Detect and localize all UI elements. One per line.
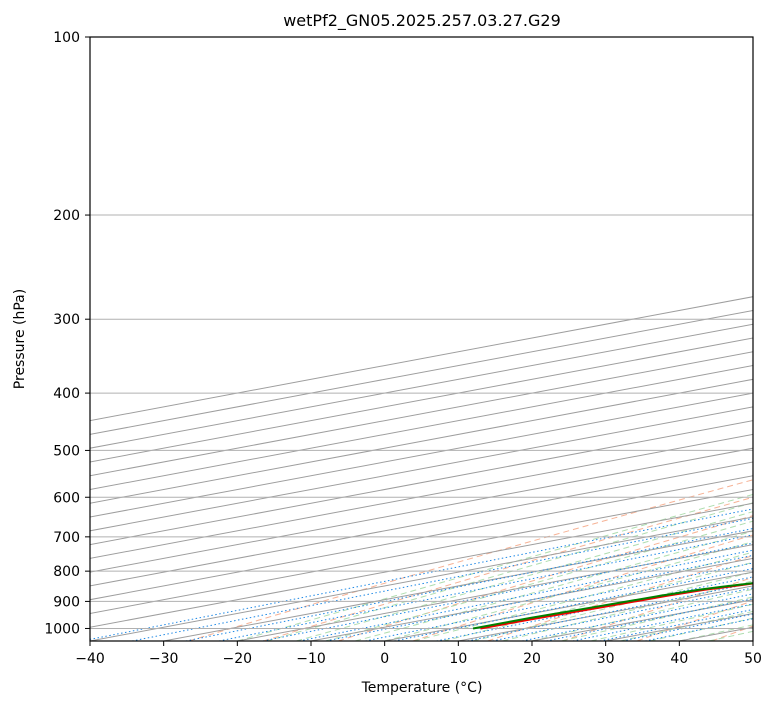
dry-adiabat-line [338,515,753,641]
mixing-ratio-line [299,549,753,641]
mixing-ratio-line [90,508,753,640]
y-tick-label: 400 [53,386,80,402]
isotherm-line [90,296,753,422]
x-tick-label: −20 [223,651,253,667]
y-tick-label: 700 [53,530,80,546]
axes: −40 −30 −20 −10 0 10 20 30 40 50 100 200 300 400 500 60… [44,30,762,667]
moist-adiabat-line [355,530,753,641]
isotherm-line [90,502,753,628]
background-lines [90,296,753,641]
mixing-ratio-line [218,534,753,641]
dry-adiabat-line [487,554,753,641]
y-tick-label: 500 [53,443,80,459]
chart-title: wetPf2_GN05.2025.257.03.27.G29 [283,11,561,31]
y-tick-label: 900 [53,594,80,610]
moist-adiabat-line [266,502,753,641]
dry-adiabat-line [562,576,753,641]
y-tick-label: 300 [53,312,80,328]
x-tick-label: 0 [380,651,389,667]
isotherm-line [90,488,753,614]
mixing-ratio-line [622,613,753,641]
x-tick-label: 40 [670,651,688,667]
dry-adiabat-line [263,496,753,641]
x-tick-label: 10 [449,651,467,667]
pressure-gridlines [90,37,753,629]
mixing-ratio-line [599,608,753,641]
x-tick-label: −10 [296,651,326,667]
y-tick-label: 600 [53,490,80,506]
x-tick-label: 30 [597,651,615,667]
moist-adiabat-line [384,541,753,641]
isotherm-line [90,461,753,587]
mixing-ratio-line [546,598,753,641]
mixing-ratio-line [131,517,753,641]
isotherm-line [90,516,753,641]
x-axis-label: Temperature (°C) [361,680,483,696]
y-tick-label: 1000 [44,621,80,637]
isotherm-line [90,337,753,463]
x-tick-label: −30 [149,651,179,667]
isotherm-line [90,323,753,449]
dry-adiabat-line [188,479,753,641]
isotherm-line [163,530,753,641]
isotherm-line [90,309,753,435]
y-tick-label: 100 [53,30,80,46]
mixing-ratio-line [522,593,753,641]
y-tick-label: 800 [53,564,80,580]
moist-adiabat-line [237,493,753,641]
plot-frame [89,36,754,642]
moist-adiabat-line [502,580,753,641]
isotherm-line [90,433,753,559]
x-tick-label: 20 [523,651,541,667]
y-tick-label: 200 [53,208,80,224]
isotherm-line [90,420,753,546]
y-axis-label: Pressure (hPa) [12,289,28,389]
mixing-ratio-line [185,528,753,641]
mixing-ratio-line [572,603,753,641]
x-tick-label: −40 [75,651,105,667]
mixing-ratio-line [325,554,753,641]
isotherm-line [90,475,753,601]
moist-adiabat-line [531,588,753,641]
isotherm-line [90,447,753,573]
x-tick-label: 50 [744,651,762,667]
moist-adiabat-line [296,511,753,641]
